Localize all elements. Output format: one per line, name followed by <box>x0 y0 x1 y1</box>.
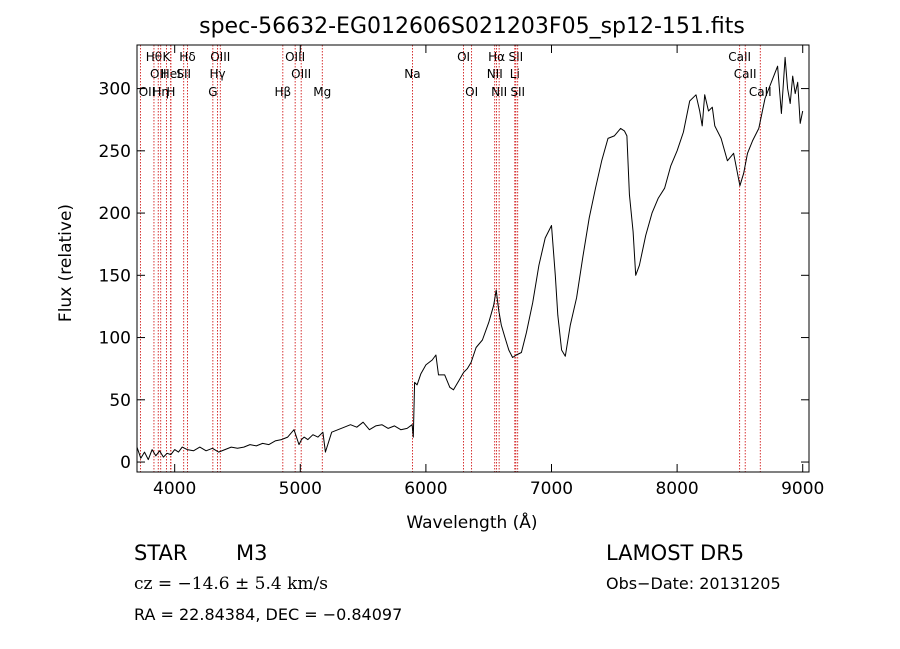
spectral-line-label: Hθ <box>146 50 162 64</box>
spectrum-line <box>136 56 804 461</box>
spectral-line-label: CaII <box>734 67 757 81</box>
spectral-line-label: Li <box>510 67 520 81</box>
spectral-line-label: OI <box>457 50 470 64</box>
y-tick-label: 250 <box>99 142 131 162</box>
observation-date: Obs−Date: 20131205 <box>606 574 781 593</box>
spectral-line-label: NII <box>491 85 507 99</box>
spectral-line-label: H <box>166 85 175 99</box>
y-tick-label: 300 <box>99 80 131 100</box>
spectral-line-label: Hδ <box>179 50 195 64</box>
chart-title: spec-56632-EG012606S021203F05_sp12-151.f… <box>199 14 745 39</box>
spectral-line-label: Hγ <box>209 67 225 81</box>
spectral-line-label: Na <box>404 67 420 81</box>
spectral-line-label: OI <box>465 85 478 99</box>
spectral-line-label: Hη <box>152 85 169 99</box>
spectral-line-label: K <box>162 50 171 64</box>
x-tick-label: 6000 <box>404 479 447 499</box>
x-tick-label: 7000 <box>530 479 573 499</box>
spectral-line-label: CaII <box>749 85 772 99</box>
y-tick-label: 150 <box>99 266 131 286</box>
spectral-line-label: HeI <box>161 67 181 81</box>
y-tick-label: 200 <box>99 204 131 224</box>
spectral-line-label: Hα <box>488 50 505 64</box>
spectral-line-label: CaII <box>728 50 751 64</box>
spectral-line-label: Hβ <box>274 85 291 99</box>
spectral-line-label: SII <box>510 85 525 99</box>
spectral-line-label: NII <box>487 67 503 81</box>
spectral-line-label: SII <box>176 67 191 81</box>
y-tick-label: 100 <box>99 329 131 349</box>
x-tick-label: 4000 <box>153 479 196 499</box>
spectral-line-label: OIII <box>291 67 311 81</box>
x-tick-label: 9000 <box>781 479 824 499</box>
survey-name: LAMOST DR5 <box>606 541 745 565</box>
plot-frame <box>136 44 810 473</box>
spectral-line-label: G <box>208 85 217 99</box>
redshift-value: cz = −14.6 ± 5.4 km/s <box>134 574 328 594</box>
coordinates: RA = 22.84384, DEC = −0.84097 <box>134 605 403 624</box>
x-axis-label: Wavelength (Å) <box>406 511 537 533</box>
y-tick-label: 0 <box>120 453 131 473</box>
y-axis-label: Flux (relative) <box>56 204 76 322</box>
x-tick-label: 5000 <box>279 479 322 499</box>
spectral-line-label: OIII <box>285 50 305 64</box>
series-layer <box>136 56 804 461</box>
spectral-line-label: OII <box>150 67 167 81</box>
spectral-line-label: OIII <box>210 50 230 64</box>
spectral-line-label: Mg <box>313 85 331 99</box>
object-subclass: M3 <box>236 541 268 565</box>
y-tick-label: 50 <box>109 391 131 411</box>
spectral-line-label: SII <box>508 50 523 64</box>
object-class: STAR <box>134 541 188 565</box>
x-tick-label: 8000 <box>655 479 698 499</box>
axis-ticks: 4000 5000 6000 7000 8000 9000 0 50 100 150 200 250 3… <box>99 45 824 499</box>
